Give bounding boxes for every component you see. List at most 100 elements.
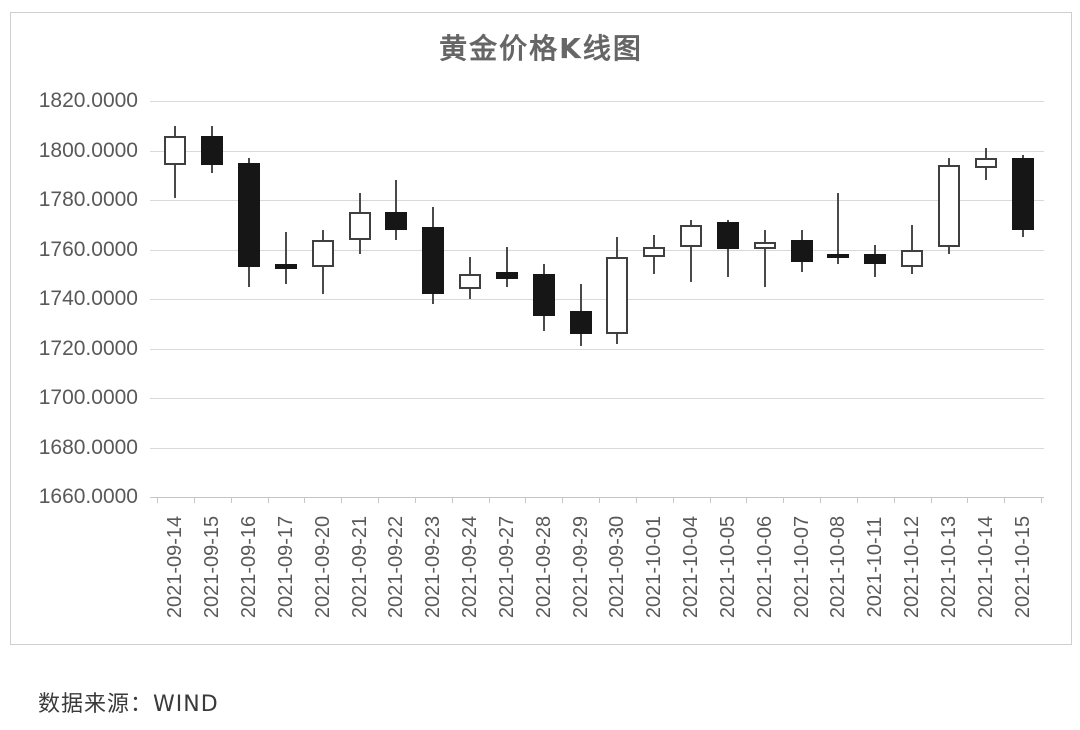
x-axis-label-2021-10-08: 2021-10-08: [827, 515, 850, 619]
x-axis-tick: [783, 497, 785, 503]
candle-2021-09-29: [569, 311, 592, 334]
y-axis-tick-label: 1740.0000: [38, 287, 138, 310]
candle-2021-09-22: [385, 212, 408, 230]
x-axis-label-2021-10-05: 2021-10-05: [716, 515, 739, 619]
candle-wick-2021-10-08: [837, 192, 840, 265]
x-axis-tick: [341, 497, 343, 503]
candle-2021-09-17: [274, 264, 297, 270]
x-axis-tick: [488, 497, 490, 503]
x-axis-label-2021-10-12: 2021-10-12: [901, 515, 924, 619]
x-axis-tick: [378, 497, 379, 503]
y-axis-tick-label: 1760.0000: [38, 237, 138, 261]
chart-frame: 黄金价格K线图 1820.0000 1800.0000 1780.0000 1760.…: [10, 12, 1072, 645]
candle-wick-2021-09-27: [505, 247, 508, 287]
candle-2021-09-23: [422, 227, 445, 295]
y-axis-tick-label: 1700.0000: [38, 386, 138, 409]
x-axis-tick: [230, 497, 232, 503]
x-axis-label-2021-09-27: 2021-09-27: [495, 515, 518, 619]
candle-2021-10-13: [937, 165, 960, 248]
x-axis-tick: [930, 497, 932, 503]
gridline-1720: [150, 348, 1044, 350]
candle-2021-10-07: [790, 239, 813, 262]
candle-wick-2021-10-06: [763, 229, 766, 287]
x-axis-label-2021-09-17: 2021-09-17: [274, 515, 297, 619]
gridline-1800: [150, 150, 1044, 152]
gridline-1700: [150, 398, 1044, 399]
candle-2021-10-12: [901, 249, 924, 267]
candle-wick-2021-10-04: [690, 219, 693, 282]
candle-2021-09-21: [348, 212, 371, 240]
x-axis-tick: [893, 497, 895, 503]
y-axis-tick-label: 1800.0000: [38, 138, 138, 162]
x-axis-tick: [1041, 497, 1042, 503]
gridline-1660: [150, 497, 1044, 498]
x-axis-tick: [451, 497, 453, 503]
x-axis-tick: [304, 497, 306, 503]
x-axis-tick: [267, 497, 269, 503]
x-axis-tick: [1004, 497, 1006, 503]
gridline-1780: [150, 200, 1044, 201]
x-axis-label-2021-10-13: 2021-10-13: [937, 515, 960, 619]
gridline-1820: [150, 101, 1044, 102]
x-axis-tick: [525, 497, 527, 503]
x-axis-label-2021-09-30: 2021-09-30: [606, 515, 629, 619]
x-axis-label-2021-09-21: 2021-09-21: [348, 515, 371, 619]
x-axis-tick: [562, 497, 564, 503]
x-axis-tick: [635, 497, 637, 503]
y-axis-tick-label: 1720.0000: [38, 336, 138, 360]
x-axis-tick: [672, 497, 674, 503]
x-axis-tick: [856, 497, 858, 503]
x-axis-tick: [709, 497, 711, 503]
x-axis-label-2021-09-16: 2021-09-16: [238, 515, 261, 619]
x-axis-label-2021-10-11: 2021-10-11: [864, 516, 887, 618]
candle-2021-10-05: [716, 222, 739, 250]
x-axis-label-2021-10-01: 2021-10-01: [643, 515, 666, 619]
candle-2021-10-01: [643, 247, 666, 257]
x-axis-label-2021-09-15: 2021-09-15: [201, 515, 224, 619]
x-axis-label-2021-10-15: 2021-10-15: [1011, 515, 1034, 619]
x-axis-label-2021-09-28: 2021-09-28: [532, 515, 555, 619]
y-axis-tick-label: 1820.0000: [38, 89, 138, 112]
y-axis-tick-label: 1680.0000: [38, 435, 138, 459]
x-axis-label-2021-09-14: 2021-09-14: [164, 515, 187, 619]
x-axis-tick: [414, 497, 416, 503]
x-axis-tick: [746, 497, 748, 503]
gridline-1680: [150, 447, 1044, 449]
x-axis-tick: [157, 497, 158, 503]
x-axis-label-2021-09-22: 2021-09-22: [385, 515, 408, 619]
gridline-1760: [150, 249, 1044, 251]
x-axis-tick: [967, 497, 969, 503]
candle-2021-09-30: [606, 256, 629, 334]
x-axis-tick: [820, 497, 821, 503]
candle-2021-10-15: [1011, 157, 1034, 230]
x-axis-tick: [599, 497, 600, 503]
chart-title: 黄金价格K线图: [439, 32, 643, 65]
candle-2021-10-14: [974, 157, 997, 168]
x-axis-label-2021-10-07: 2021-10-07: [790, 515, 813, 619]
x-axis-label-2021-10-14: 2021-10-14: [974, 515, 997, 619]
x-axis-label-2021-10-06: 2021-10-06: [753, 515, 776, 619]
candle-2021-09-28: [532, 274, 555, 317]
x-axis-label-2021-09-24: 2021-09-24: [459, 515, 482, 619]
candle-2021-10-08: [827, 254, 850, 259]
candle-wick-2021-09-17: [284, 232, 287, 285]
candle-2021-09-20: [311, 239, 334, 267]
candle-2021-09-27: [495, 271, 518, 280]
candle-wick-2021-09-22: [395, 180, 398, 240]
x-axis-label-2021-10-04: 2021-10-04: [680, 515, 703, 619]
y-axis-tick-label: 1660.0000: [38, 485, 138, 508]
candle-2021-10-04: [680, 224, 703, 248]
gridline-1740: [150, 299, 1044, 300]
y-axis-tick-label: 1780.0000: [38, 188, 138, 211]
candle-2021-09-24: [459, 274, 482, 290]
x-axis-tick: [193, 497, 195, 503]
candle-2021-09-15: [201, 135, 224, 166]
candle-2021-10-11: [864, 254, 887, 265]
candle-2021-09-16: [238, 162, 261, 267]
data-source-label: 数据来源：WIND: [38, 692, 219, 717]
candle-2021-10-06: [753, 242, 776, 250]
x-axis-label-2021-09-29: 2021-09-29: [569, 515, 592, 619]
x-axis-label-2021-09-23: 2021-09-23: [422, 515, 445, 619]
candle-2021-09-14: [164, 135, 187, 166]
x-axis-label-2021-09-20: 2021-09-20: [311, 515, 334, 619]
